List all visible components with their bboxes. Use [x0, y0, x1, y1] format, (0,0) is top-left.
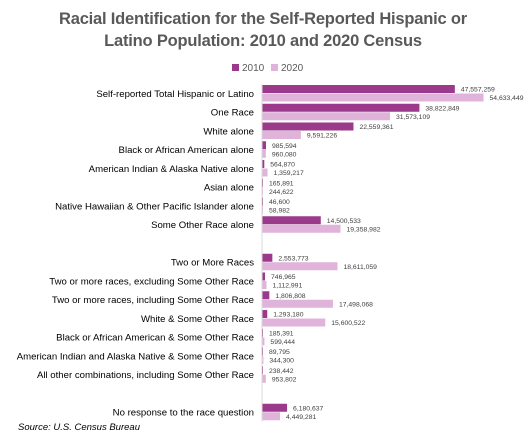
- bar-2020: [262, 337, 265, 346]
- bar-2010: [262, 216, 321, 225]
- value-label-2010: 47,557,259: [461, 87, 495, 94]
- bar-2010: [262, 122, 354, 131]
- legend-swatch-2020: [271, 64, 278, 71]
- bar-2020: [262, 412, 281, 421]
- bar-2020: [262, 281, 267, 289]
- value-label-2020: 31,573,109: [396, 114, 430, 121]
- legend-swatch-2010: [232, 64, 239, 71]
- value-label-2010: 185,391: [269, 330, 294, 337]
- value-label-2020: 19,358,982: [346, 226, 380, 233]
- bars: [262, 85, 484, 421]
- value-label-2010: 38,822,849: [425, 105, 459, 112]
- value-label-2010: 2,553,773: [278, 255, 308, 262]
- value-label-2010: 89,795: [269, 349, 290, 356]
- category-label: Two or more races, including Some Other …: [52, 295, 254, 306]
- legend-label-2020: 2020: [281, 63, 304, 74]
- bar-2010: [262, 85, 455, 93]
- category-label: American Indian & Alaska Native alone: [89, 164, 254, 175]
- category-label: Two or more races, excluding Some Other …: [49, 276, 254, 287]
- bar-2010: [262, 272, 266, 281]
- source-note: Source: U.S. Census Bureau: [18, 422, 140, 433]
- value-label-2010: 22,559,361: [359, 124, 393, 131]
- value-label-2020: 9,591,226: [307, 133, 337, 140]
- value-label-2020: 15,600,522: [331, 320, 365, 327]
- bar-2020: [262, 262, 338, 271]
- category-label: Black or African American alone: [119, 145, 254, 156]
- category-label: White & Some Other Race: [141, 314, 254, 325]
- category-label: Asian alone: [204, 183, 254, 194]
- bar-2010: [262, 310, 268, 318]
- bar-2010: [262, 141, 266, 150]
- category-labels: Self-reported Total Hispanic or Latino On…: [17, 89, 255, 419]
- category-label: All other combinations, including Some O…: [37, 370, 254, 381]
- category-label: One Race: [211, 108, 254, 119]
- value-label-2020: 244,622: [269, 189, 294, 196]
- bar-2020: [262, 318, 326, 327]
- bar-2020: [262, 224, 341, 233]
- value-label-2020: 960,080: [272, 151, 297, 158]
- value-label-2020: 18,611,059: [343, 264, 377, 271]
- value-label-2010: 564,870: [270, 162, 295, 169]
- category-label: Some Other Race alone: [151, 220, 254, 231]
- bar-2020: [262, 131, 301, 139]
- value-label-2020: 58,982: [269, 208, 290, 215]
- value-label-2010: 1,293,180: [273, 312, 303, 319]
- chart-title: Racial Identification for the Self-Repor…: [0, 8, 526, 52]
- bar-2020: [262, 299, 333, 308]
- bar-2020: [262, 149, 266, 158]
- value-label-2010: 46,600: [269, 199, 290, 206]
- chart-title-line-1: Racial Identification for the Self-Repor…: [59, 10, 467, 28]
- value-label-2020: 344,300: [269, 358, 294, 365]
- chart-title-line-2: Latino Population: 2010 and 2020 Census: [104, 32, 422, 50]
- value-label-2010: 6,180,637: [293, 405, 323, 412]
- value-label-2020: 17,498,068: [339, 301, 373, 308]
- value-label-2010: 14,500,533: [327, 218, 361, 225]
- bar-2010: [262, 253, 273, 262]
- value-label-2020: 4,449,281: [286, 414, 316, 421]
- category-label: Self-reported Total Hispanic or Latino: [96, 89, 254, 100]
- legend-label-2010: 2010: [242, 63, 265, 74]
- value-label-2020: 599,444: [270, 339, 295, 346]
- value-label-2010: 746,965: [271, 274, 296, 281]
- value-label-2010: 238,442: [269, 368, 294, 375]
- category-label: Two or More Races: [171, 258, 254, 269]
- bar-2020: [262, 112, 391, 121]
- value-label-2010: 165,891: [269, 180, 294, 187]
- bar-2020: [262, 93, 484, 102]
- category-label: Native Hawaiian & Other Pacific Islander…: [55, 201, 254, 212]
- value-label-2010: 1,806,808: [275, 293, 305, 300]
- bar-2010: [262, 160, 265, 168]
- bar-2020: [262, 374, 266, 383]
- value-label-2020: 953,802: [272, 376, 297, 383]
- bar-2010: [262, 103, 420, 112]
- bar-2020: [262, 168, 268, 177]
- category-label: American Indian and Alaska Native & Some…: [17, 351, 254, 362]
- category-label: No response to the race question: [113, 408, 254, 419]
- value-label-2020: 1,112,991: [273, 283, 303, 290]
- bar-2010: [262, 291, 270, 300]
- bar-2020: [262, 356, 264, 364]
- value-label-2020: 54,633,449: [490, 95, 524, 102]
- category-label: White alone: [203, 126, 254, 137]
- legend: 2010 2020: [232, 63, 304, 74]
- bar-2010: [262, 403, 288, 412]
- value-label-2010: 985,594: [272, 143, 297, 150]
- category-label: Black or African American & Some Other R…: [56, 333, 254, 344]
- value-label-2020: 1,359,217: [274, 170, 304, 177]
